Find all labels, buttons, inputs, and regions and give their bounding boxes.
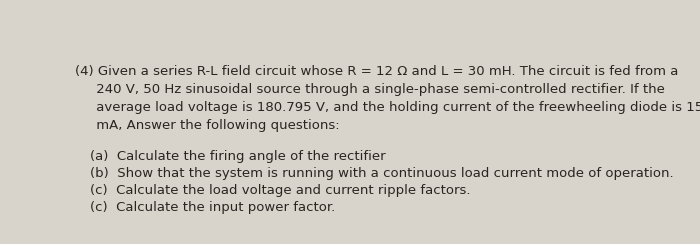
Text: (c)  Calculate the load voltage and current ripple factors.: (c) Calculate the load voltage and curre… [90, 184, 470, 197]
Text: (c)  Calculate the input power factor.: (c) Calculate the input power factor. [90, 201, 335, 214]
Text: (a)  Calculate the firing angle of the rectifier: (a) Calculate the firing angle of the re… [90, 150, 386, 163]
Text: (4) Given a series R-L field circuit whose R = 12 Ω and L = 30 mH. The circuit i: (4) Given a series R-L field circuit who… [75, 65, 678, 78]
Text: average load voltage is 180.795 V, and the holding current of the freewheeling d: average load voltage is 180.795 V, and t… [75, 101, 700, 114]
Text: mA, Answer the following questions:: mA, Answer the following questions: [75, 119, 340, 132]
Text: 240 V, 50 Hz sinusoidal source through a single-phase semi-controlled rectifier.: 240 V, 50 Hz sinusoidal source through a… [75, 83, 665, 96]
Text: (b)  Show that the system is running with a continuous load current mode of oper: (b) Show that the system is running with… [90, 167, 673, 180]
